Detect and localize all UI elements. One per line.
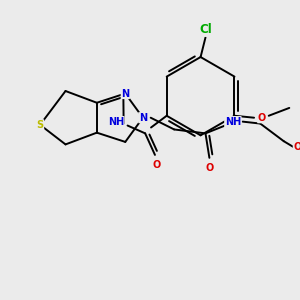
Text: N: N <box>139 113 147 123</box>
Text: S: S <box>37 120 44 130</box>
Text: NH: NH <box>108 117 124 127</box>
Text: O: O <box>293 142 300 152</box>
Text: O: O <box>205 163 214 172</box>
Text: Cl: Cl <box>199 23 212 36</box>
Text: O: O <box>153 160 161 170</box>
Text: O: O <box>258 113 266 123</box>
Text: NH: NH <box>225 117 241 127</box>
Text: N: N <box>121 88 129 98</box>
